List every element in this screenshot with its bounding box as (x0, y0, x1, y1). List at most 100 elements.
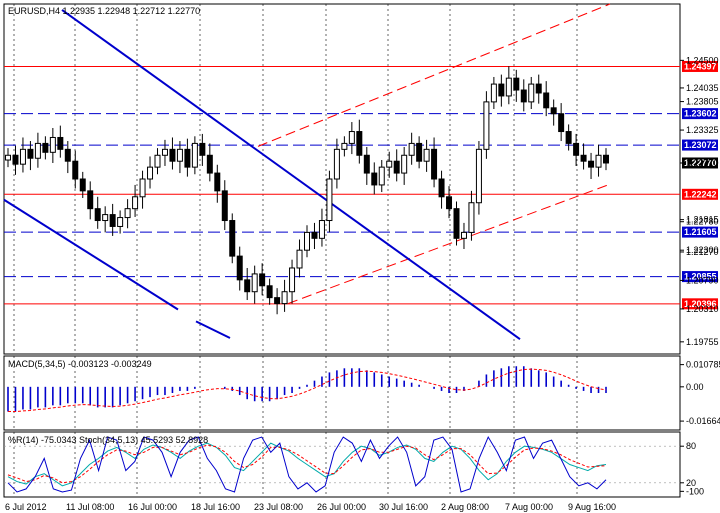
time-label: 7 Aug 00:00 (505, 502, 553, 512)
price-panel[interactable] (3, 3, 681, 355)
candle (408, 132, 415, 165)
level-label-box (682, 157, 718, 169)
candle (535, 74, 542, 104)
candle-down (603, 154, 609, 164)
candle-down (393, 160, 400, 174)
price-tick-label: 1.22780 (686, 217, 719, 227)
price-tick-label: 1.19755 (686, 337, 719, 347)
candle-down (588, 160, 595, 168)
candle (289, 259, 296, 304)
candle-up (341, 142, 348, 150)
candle (117, 210, 124, 234)
time-label: 18 Jul 16:00 (191, 502, 240, 512)
candle-up (348, 131, 355, 144)
level-label: 1.20396 (684, 299, 717, 309)
macd-histogram: 0.010785 0.00 -0.016644 (7, 360, 720, 426)
candle-up (386, 160, 393, 168)
candle (244, 267, 251, 301)
stoch-panel[interactable] (3, 431, 681, 498)
candle (206, 143, 213, 182)
candle-down (87, 190, 94, 210)
downtrend-lower-ext (195, 320, 231, 339)
candle-up (378, 166, 385, 186)
stoch-series-line (7, 435, 607, 493)
candle-down (229, 220, 236, 257)
candle (281, 279, 288, 312)
candle-down (453, 208, 460, 239)
candle (236, 246, 243, 291)
candle-down (206, 154, 213, 174)
candle-up (468, 202, 475, 233)
candle-down (12, 154, 19, 165)
downtrend-upper (61, 9, 521, 340)
candle-down (580, 154, 587, 162)
level-label: 1.23072 (684, 140, 717, 150)
candle-down (169, 148, 176, 162)
candle-down (199, 142, 206, 156)
price-tick-label: 1.23325 (686, 125, 719, 135)
candle (199, 133, 206, 166)
candle-down (565, 131, 572, 144)
candle (139, 170, 146, 209)
candle (79, 171, 86, 198)
candle (251, 265, 258, 304)
candle-up (102, 214, 109, 222)
macd-panel[interactable] (3, 355, 681, 431)
time-label: 16 Jul 00:00 (128, 502, 177, 512)
level-label: 1.22770 (684, 158, 717, 168)
candle (49, 127, 56, 163)
candle-up (475, 148, 482, 204)
candle-up (139, 178, 146, 198)
level-label-box (682, 108, 718, 120)
price-levels: 1.24397 1.23602 1.23072 1.22770 1.22242 1.216… (4, 60, 718, 310)
candle (333, 138, 340, 189)
time-label: 30 Jul 16:00 (379, 502, 428, 512)
candle (543, 81, 550, 117)
candle (431, 137, 438, 188)
candle (132, 184, 139, 217)
candle-up (5, 154, 11, 161)
candle (603, 148, 609, 171)
candle (341, 136, 348, 157)
candle-down (535, 83, 542, 94)
candle (520, 79, 527, 112)
candle-up (401, 154, 408, 174)
candle-series (5, 66, 609, 315)
candle-down (558, 113, 565, 133)
candle-down (438, 178, 445, 198)
stoch-tick-label: -100 (686, 486, 704, 496)
candle-up (19, 148, 26, 165)
candle (356, 119, 363, 164)
candle (311, 222, 318, 249)
candle-down (79, 178, 86, 192)
time-label: 2 Aug 08:00 (441, 502, 489, 512)
candle (124, 199, 131, 229)
level-label: 1.20855 (684, 272, 717, 282)
candle (483, 91, 490, 159)
candle-down (431, 148, 438, 180)
stoch-tick-label: 20 (686, 478, 696, 488)
candle (229, 213, 236, 264)
candle (57, 125, 64, 158)
candle (423, 139, 430, 172)
candle (176, 141, 183, 174)
stoch-series-line (7, 444, 607, 484)
candle (147, 156, 154, 189)
candle-down (311, 231, 318, 239)
candle-down (543, 92, 550, 109)
candle-up (132, 196, 139, 210)
candle-up (161, 148, 168, 156)
candle (573, 133, 580, 166)
candle (154, 148, 161, 175)
candle-up (296, 249, 303, 269)
channel-lower (287, 184, 609, 305)
candle (326, 170, 333, 233)
candle-down (57, 136, 64, 150)
channel-upper (257, 3, 611, 147)
candle (318, 208, 325, 247)
candle-down (244, 279, 251, 293)
level-label-box (682, 60, 718, 72)
candle (296, 239, 303, 278)
candle-up (528, 83, 535, 103)
